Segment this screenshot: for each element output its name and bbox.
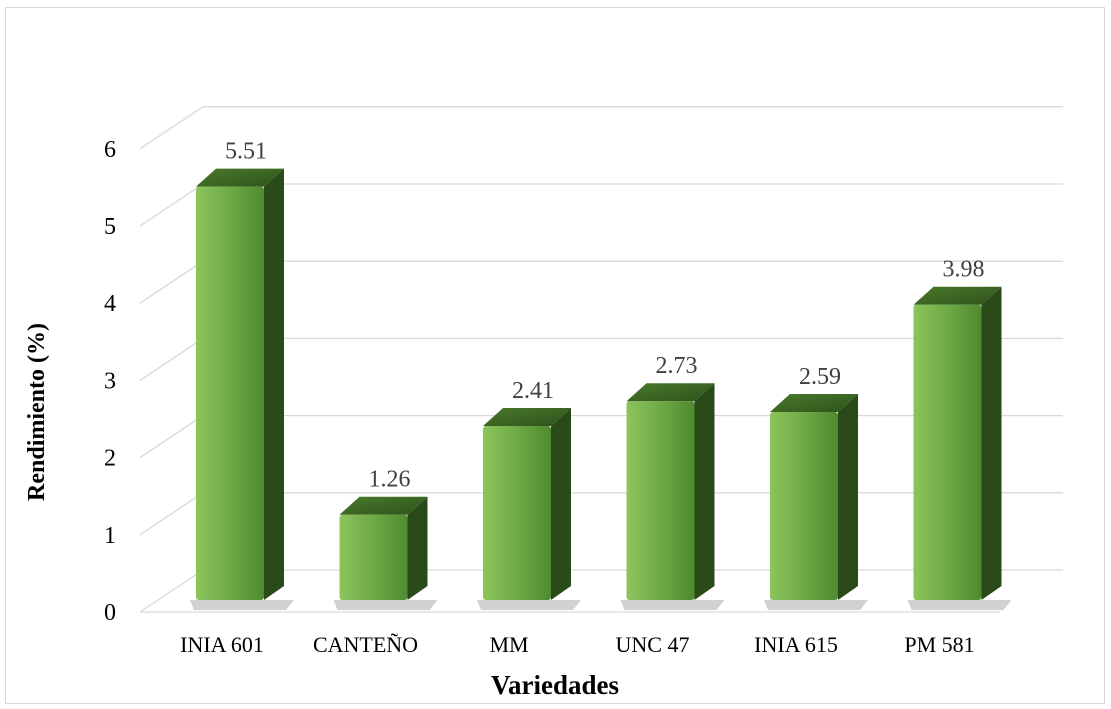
bar-side [981, 286, 1002, 600]
y-tick-label: 2 [104, 446, 116, 472]
bar [333, 496, 438, 610]
bar-side [264, 168, 284, 601]
bar-shadow [764, 600, 868, 610]
x-tick-label: UNC 47 [616, 632, 690, 657]
bars: 5.51 1.26 2.41 2.73 2.59 3.98 [190, 139, 1012, 610]
bar-top [483, 407, 571, 426]
bar-front [913, 304, 982, 600]
y-axis-title: Rendimiento (%) [24, 323, 50, 501]
gridline-diagonal [139, 415, 204, 459]
data-label: 3.98 [943, 257, 985, 283]
x-axis-ticks: INIA 601 CANTEÑO MM UNC 47 INIA 615 PM 581 [180, 632, 975, 657]
bar [190, 168, 294, 610]
gridline-diagonal [139, 106, 204, 150]
bar-shadow [477, 600, 581, 610]
bar-front [770, 412, 838, 600]
bar-top [770, 394, 858, 413]
x-tick-label: CANTEÑO [313, 632, 418, 657]
bar-side [551, 407, 571, 600]
bar-shadow [907, 600, 1012, 610]
bar-top [196, 168, 284, 187]
bar-shadow [620, 600, 725, 610]
bar-side [694, 383, 715, 600]
gridline-diagonal [139, 492, 204, 536]
bar-side [838, 394, 858, 600]
data-label: 1.26 [369, 467, 411, 493]
x-tick-label: INIA 601 [180, 632, 264, 657]
bar-top [339, 496, 428, 515]
gridline-diagonal [139, 337, 204, 381]
bar-shadow [190, 600, 294, 610]
y-axis-ticks: 0 1 2 3 4 5 6 [104, 137, 116, 626]
x-tick-label: MM [489, 632, 528, 657]
bar-top [913, 286, 1002, 305]
y-tick-label: 6 [104, 137, 116, 163]
bar [907, 286, 1012, 610]
bar-shadow [333, 600, 438, 610]
data-label: 2.73 [656, 353, 698, 379]
y-tick-label: 4 [104, 291, 116, 317]
y-tick-label: 5 [104, 214, 116, 240]
bar-front [483, 425, 551, 600]
data-label: 5.51 [225, 139, 267, 165]
gridline-diagonal [139, 569, 204, 613]
bar-front [339, 514, 408, 600]
gridline-diagonal [139, 183, 204, 227]
gridline-diagonal [139, 260, 204, 304]
y-tick-label: 3 [104, 368, 116, 394]
bar-front [196, 186, 264, 601]
bar [620, 383, 725, 610]
x-axis-title: Variedades [491, 670, 619, 700]
bar-front [626, 401, 695, 600]
bar-top [626, 383, 715, 402]
data-label: 2.59 [799, 364, 841, 390]
bar [764, 394, 868, 610]
x-tick-label: INIA 615 [754, 632, 838, 657]
y-tick-label: 0 [104, 600, 116, 626]
bar [477, 407, 581, 610]
y-tick-label: 1 [104, 523, 116, 549]
x-tick-label: PM 581 [904, 632, 974, 657]
bar-side [407, 496, 428, 600]
data-label: 2.41 [512, 378, 554, 404]
